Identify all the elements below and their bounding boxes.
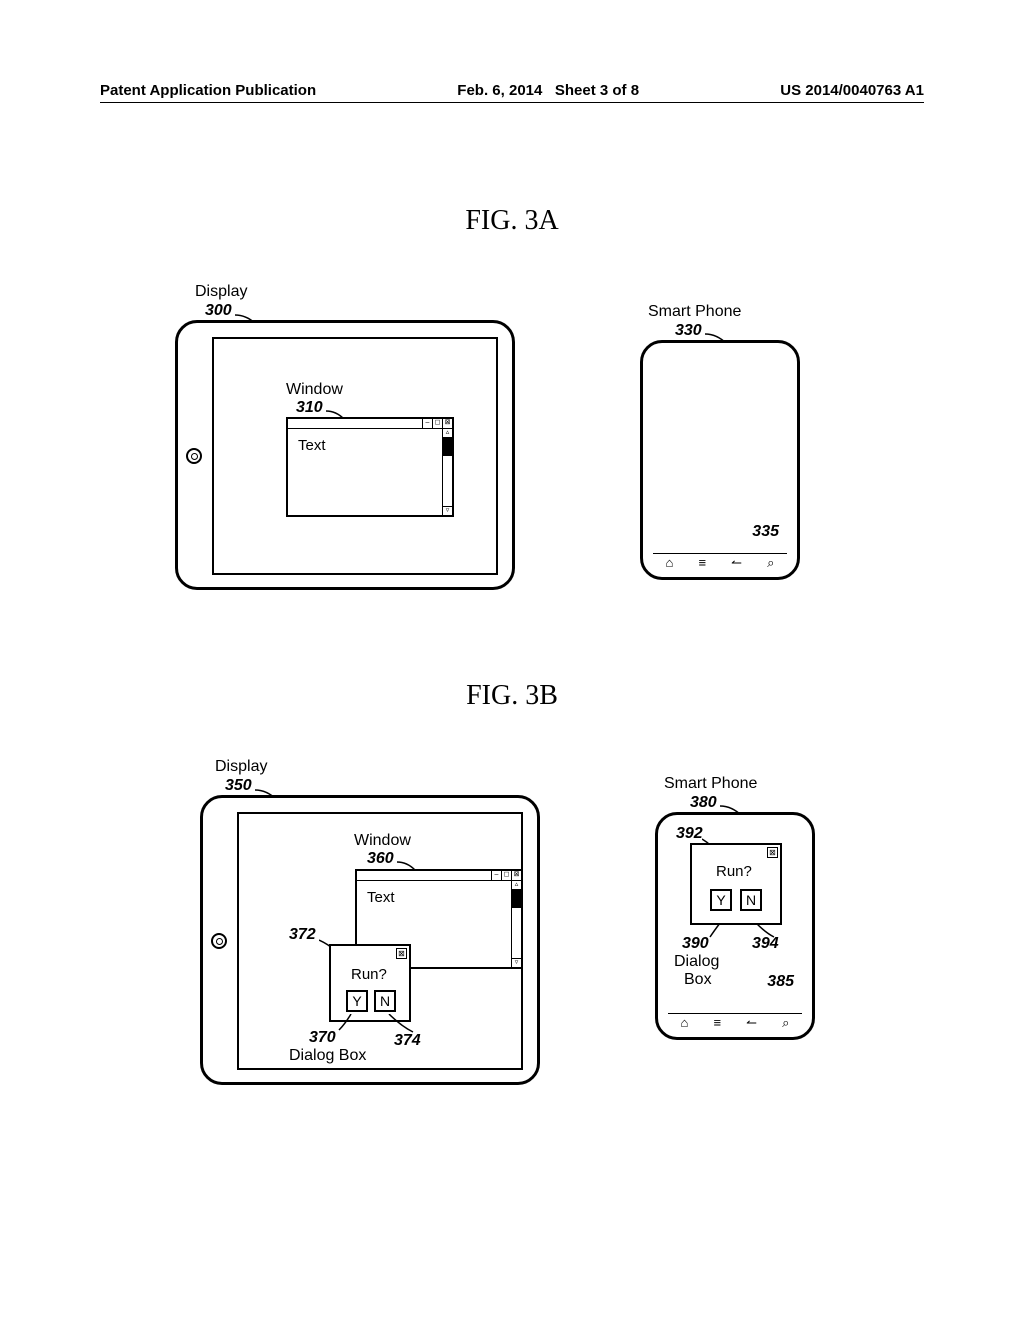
header-date: Feb. 6, 2014 [457,82,542,99]
nav-back-icon: ↼ [731,555,742,571]
dialog-y-button[interactable]: Y [346,990,368,1012]
dialog-leader-ref-b: 372 [289,926,316,944]
fig-3a-title: FIG. 3A [0,205,1024,237]
dialog-close-icon: ⊠ [396,948,407,959]
window-ref-a: 310 [296,399,323,417]
phone-dialog-leader-ref: 392 [676,825,703,843]
nav-menu-icon: ≡ [713,1015,721,1030]
phone-dialog-n-ref: 394 [752,935,779,953]
scroll-up-icon: ▵ [443,429,452,438]
scrollbar-a: ▵ ▿ [442,429,452,515]
tablet-screen-a: Window 310 – ◻ ⊠ ▵ ▿ Text [212,337,498,575]
nav-menu-icon: ≡ [698,555,706,570]
dialog-label-b: Dialog Box [289,1047,366,1065]
phone-nav-ref-a: 335 [752,523,779,541]
window-a: – ◻ ⊠ ▵ ▿ Text [286,417,454,517]
window-text-a: Text [298,437,326,454]
phone-dialog-text: Run? [716,863,752,880]
phone-nav-b: ⌂ ≡ ↼ ⌕ [668,1013,802,1031]
scroll-thumb [443,438,452,456]
dialog-n-ref-b: 374 [394,1032,421,1050]
display-ref-a: 300 [205,302,232,320]
phone-frame-b: 392 ⊠ Run? Y N 390 394 Dialog Box 385 ⌂ … [655,812,815,1040]
home-button-icon [186,448,202,464]
phone-dialog-label1: Dialog [674,953,719,971]
header-publication: Patent Application Publication [100,82,316,99]
nav-search-icon: ⌕ [782,1015,789,1031]
phone-ref-a: 330 [675,322,702,340]
nav-back-icon: ↼ [746,1015,757,1031]
home-button-icon [211,933,227,949]
phone-nav-a: ⌂ ≡ ↼ ⌕ [653,553,787,571]
tablet-screen-b: Window 360 – ◻ ⊠ ▵ ▿ Text 372 ⊠ Run? Y N… [237,812,523,1070]
phone-frame-a: 335 ⌂ ≡ ↼ ⌕ [640,340,800,580]
display-label-b: Display [215,758,267,776]
close-icon: ⊠ [442,419,452,428]
phone-dialog-ref: 390 [682,935,709,953]
header-sheet: Sheet 3 of 8 [555,82,639,99]
maximize-icon: ◻ [501,871,511,880]
window-ref-b: 360 [367,850,394,868]
minimize-icon: – [422,419,432,428]
scrollbar-b: ▵ ▿ [511,881,521,967]
dialog-text-b: Run? [351,966,387,983]
fig-3b-title: FIG. 3B [0,680,1024,712]
scroll-thumb [512,890,521,908]
header-rule [100,102,924,103]
display-ref-b: 350 [225,777,252,795]
window-titlebar-a: – ◻ ⊠ [288,419,452,429]
minimize-icon: – [491,871,501,880]
nav-search-icon: ⌕ [767,555,774,571]
phone-label-a: Smart Phone [648,303,741,321]
display-label-a: Display [195,283,247,301]
phone-dialog-n-button[interactable]: N [740,889,762,911]
window-text-b: Text [367,889,395,906]
tablet-frame-b: Window 360 – ◻ ⊠ ▵ ▿ Text 372 ⊠ Run? Y N… [200,795,540,1085]
dialog-box-b: ⊠ Run? Y N [329,944,411,1022]
dialog-close-icon: ⊠ [767,847,778,858]
phone-label-b: Smart Phone [664,775,757,793]
maximize-icon: ◻ [432,419,442,428]
scroll-down-icon: ▿ [512,958,521,967]
window-label-a: Window [286,381,343,399]
dialog-n-button[interactable]: N [374,990,396,1012]
phone-dialog-box: ⊠ Run? Y N [690,843,782,925]
dialog-ref-b: 370 [309,1029,336,1047]
phone-dialog-y-button[interactable]: Y [710,889,732,911]
page-header: Patent Application Publication Feb. 6, 2… [0,82,1024,99]
header-docnum: US 2014/0040763 A1 [780,82,924,99]
window-titlebar-b: – ◻ ⊠ [357,871,521,881]
scroll-up-icon: ▵ [512,881,521,890]
phone-nav-ref-b: 385 [767,973,794,991]
phone-ref-b: 380 [690,794,717,812]
close-icon: ⊠ [511,871,521,880]
nav-home-icon: ⌂ [666,555,674,570]
tablet-frame-a: Window 310 – ◻ ⊠ ▵ ▿ Text [175,320,515,590]
scroll-down-icon: ▿ [443,506,452,515]
phone-dialog-label2: Box [684,971,712,989]
nav-home-icon: ⌂ [681,1015,689,1030]
window-label-b: Window [354,832,411,850]
